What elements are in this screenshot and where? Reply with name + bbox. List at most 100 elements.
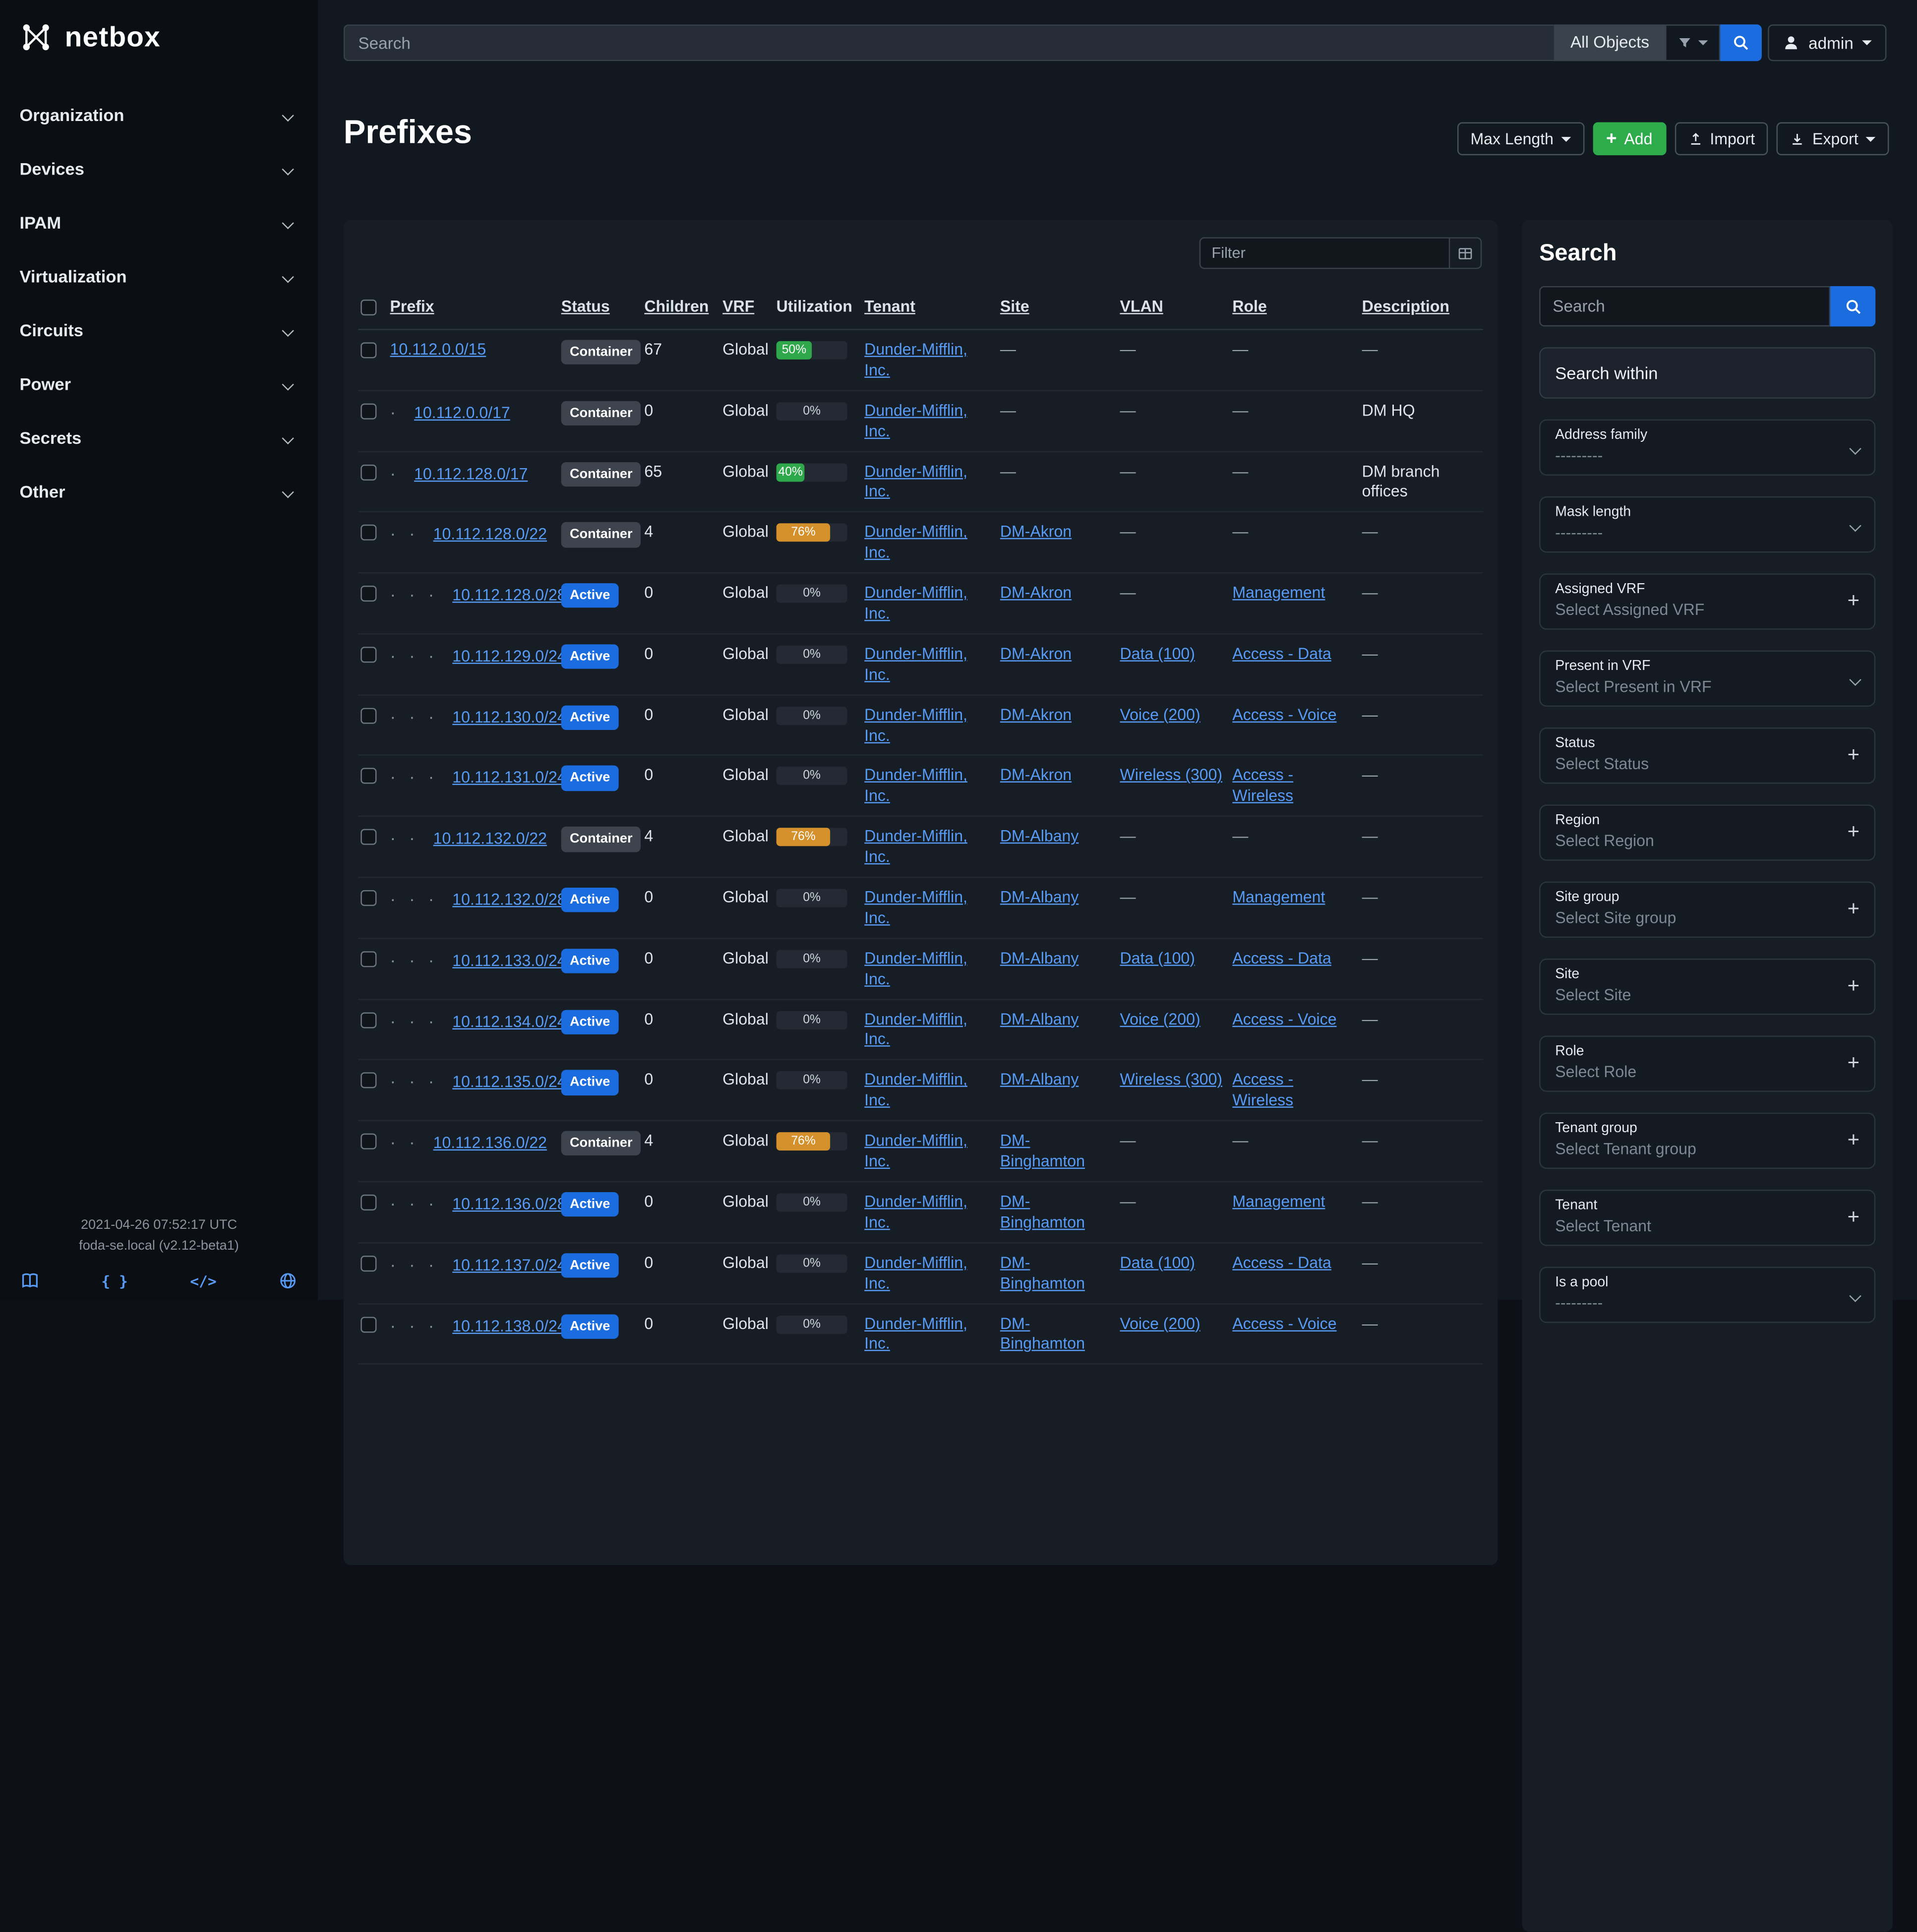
vlan-link[interactable]: Wireless (300) [1120, 1070, 1223, 1089]
vlan-link[interactable]: Voice (200) [1120, 1009, 1200, 1028]
tenant-link[interactable]: Dunder-Mifflin, Inc. [864, 1009, 968, 1049]
site-link[interactable]: DM-Albany [1000, 827, 1079, 845]
row-checkbox[interactable] [360, 829, 377, 845]
tenant-link[interactable]: Dunder-Mifflin, Inc. [864, 948, 968, 988]
filter-field[interactable]: Present in VRF Select Present in VRF [1539, 650, 1876, 707]
role-link[interactable]: Access - Data [1232, 644, 1331, 663]
vlan-link[interactable]: Voice (200) [1120, 705, 1200, 724]
prefix-link[interactable]: 10.112.0.0/15 [390, 340, 486, 359]
user-menu-button[interactable]: admin [1768, 24, 1887, 61]
prefix-link[interactable]: 10.112.138.0/24 [452, 1316, 566, 1335]
row-checkbox[interactable] [360, 1073, 377, 1089]
select-all-checkbox[interactable] [360, 300, 377, 316]
col-role[interactable]: Role [1232, 297, 1267, 316]
role-link[interactable]: Access - Voice [1232, 1314, 1337, 1332]
site-link[interactable]: DM-Akron [1000, 766, 1072, 785]
role-link[interactable]: Access - Data [1232, 948, 1331, 967]
role-link[interactable]: Access - Voice [1232, 705, 1337, 724]
site-link[interactable]: DM-Binghamton [1000, 1253, 1085, 1292]
tenant-link[interactable]: Dunder-Mifflin, Inc. [864, 766, 968, 805]
site-link[interactable]: DM-Akron [1000, 522, 1072, 541]
row-checkbox[interactable] [360, 890, 377, 906]
role-link[interactable]: Management [1232, 583, 1325, 602]
col-vlan[interactable]: VLAN [1120, 297, 1163, 316]
site-link[interactable]: DM-Binghamton [1000, 1314, 1085, 1353]
tenant-link[interactable]: Dunder-Mifflin, Inc. [864, 583, 968, 623]
panel-search-button[interactable] [1830, 286, 1876, 327]
prefix-link[interactable]: 10.112.128.0/17 [414, 464, 528, 483]
col-description[interactable]: Description [1362, 297, 1450, 316]
row-checkbox[interactable] [360, 1133, 377, 1150]
row-checkbox[interactable] [360, 586, 377, 602]
tenant-link[interactable]: Dunder-Mifflin, Inc. [864, 888, 968, 927]
row-checkbox[interactable] [360, 342, 377, 359]
filter-field[interactable]: Assigned VRF Select Assigned VRF + [1539, 573, 1876, 630]
site-link[interactable]: DM-Akron [1000, 583, 1072, 602]
row-checkbox[interactable] [360, 647, 377, 663]
prefix-link[interactable]: 10.112.135.0/24 [452, 1073, 566, 1091]
prefix-link[interactable]: 10.112.129.0/24 [452, 647, 566, 665]
search-scope[interactable]: All Objects [1554, 24, 1666, 61]
row-checkbox[interactable] [360, 525, 377, 541]
role-link[interactable]: Access - Wireless [1232, 1070, 1294, 1109]
prefix-link[interactable]: 10.112.134.0/24 [452, 1012, 566, 1030]
prefix-link[interactable]: 10.112.133.0/24 [452, 951, 566, 969]
braces-icon[interactable]: { } [101, 1272, 128, 1289]
tenant-link[interactable]: Dunder-Mifflin, Inc. [864, 401, 968, 440]
site-link[interactable]: DM-Albany [1000, 1070, 1079, 1089]
sidebar-item-organization[interactable]: Organization [0, 88, 318, 142]
prefix-link[interactable]: 10.112.136.0/28 [452, 1194, 566, 1213]
vlan-link[interactable]: Voice (200) [1120, 1314, 1200, 1332]
role-link[interactable]: Management [1232, 1192, 1325, 1210]
site-link[interactable]: DM-Albany [1000, 948, 1079, 967]
vlan-link[interactable]: Data (100) [1120, 644, 1195, 663]
row-checkbox[interactable] [360, 951, 377, 967]
tenant-link[interactable]: Dunder-Mifflin, Inc. [864, 1192, 968, 1231]
prefix-link[interactable]: 10.112.132.0/28 [452, 890, 566, 909]
tenant-link[interactable]: Dunder-Mifflin, Inc. [864, 1131, 968, 1170]
filter-field[interactable]: Role Select Role + [1539, 1035, 1876, 1092]
filter-field[interactable]: Site group Select Site group + [1539, 881, 1876, 938]
filter-field[interactable]: Tenant Select Tenant + [1539, 1190, 1876, 1246]
table-filter-input[interactable] [1199, 237, 1450, 269]
globe-icon[interactable] [279, 1271, 297, 1290]
row-checkbox[interactable] [360, 1012, 377, 1028]
vlan-link[interactable]: Wireless (300) [1120, 766, 1223, 785]
search-within-box[interactable]: Search within [1539, 347, 1876, 399]
filter-field[interactable]: Tenant group Select Tenant group + [1539, 1112, 1876, 1169]
tenant-link[interactable]: Dunder-Mifflin, Inc. [864, 1314, 968, 1353]
brand[interactable]: netbox [0, 0, 318, 68]
sidebar-item-other[interactable]: Other [0, 465, 318, 518]
site-link[interactable]: DM-Albany [1000, 888, 1079, 906]
prefix-link[interactable]: 10.112.132.0/22 [433, 829, 547, 848]
row-checkbox[interactable] [360, 1316, 377, 1332]
site-link[interactable]: DM-Albany [1000, 1009, 1079, 1028]
sidebar-item-circuits[interactable]: Circuits [0, 303, 318, 357]
row-checkbox[interactable] [360, 1194, 377, 1210]
sidebar-item-virtualization[interactable]: Virtualization [0, 249, 318, 303]
tenant-link[interactable]: Dunder-Mifflin, Inc. [864, 340, 968, 379]
search-input[interactable] [343, 24, 1555, 61]
filter-field[interactable]: Site Select Site + [1539, 959, 1876, 1015]
vlan-link[interactable]: Data (100) [1120, 948, 1195, 967]
filter-field[interactable]: Region Select Region + [1539, 804, 1876, 861]
code-icon[interactable]: </> [190, 1272, 217, 1289]
col-vrf[interactable]: VRF [722, 297, 755, 316]
import-button[interactable]: Import [1674, 122, 1769, 156]
filter-field[interactable]: Status Select Status + [1539, 727, 1876, 784]
site-link[interactable]: DM-Akron [1000, 705, 1072, 724]
prefix-link[interactable]: 10.112.130.0/24 [452, 707, 566, 726]
site-link[interactable]: DM-Binghamton [1000, 1192, 1085, 1231]
tenant-link[interactable]: Dunder-Mifflin, Inc. [864, 1253, 968, 1292]
vlan-link[interactable]: Data (100) [1120, 1253, 1195, 1271]
col-status[interactable]: Status [561, 297, 610, 316]
role-link[interactable]: Access - Voice [1232, 1009, 1337, 1028]
tenant-link[interactable]: Dunder-Mifflin, Inc. [864, 644, 968, 683]
row-checkbox[interactable] [360, 464, 377, 480]
role-link[interactable]: Management [1232, 888, 1325, 906]
prefix-link[interactable]: 10.112.128.0/22 [433, 525, 547, 543]
search-filter-button[interactable] [1665, 24, 1721, 61]
sidebar-item-secrets[interactable]: Secrets [0, 411, 318, 464]
tenant-link[interactable]: Dunder-Mifflin, Inc. [864, 522, 968, 562]
row-checkbox[interactable] [360, 403, 377, 420]
